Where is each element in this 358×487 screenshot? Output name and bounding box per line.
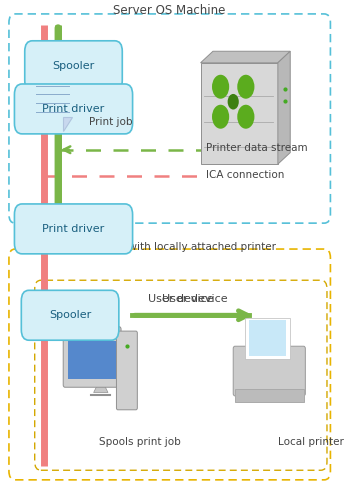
Text: User device with locally attached printer: User device with locally attached printe… bbox=[64, 242, 276, 252]
FancyBboxPatch shape bbox=[250, 320, 286, 356]
Text: ICA connection: ICA connection bbox=[206, 169, 284, 180]
Text: User device: User device bbox=[162, 294, 228, 304]
FancyBboxPatch shape bbox=[68, 341, 116, 379]
Circle shape bbox=[212, 75, 229, 99]
Polygon shape bbox=[94, 385, 108, 393]
Circle shape bbox=[237, 105, 255, 129]
Text: Print driver: Print driver bbox=[42, 224, 105, 234]
Text: Spooler: Spooler bbox=[49, 310, 91, 320]
FancyBboxPatch shape bbox=[63, 327, 121, 387]
Text: Print job: Print job bbox=[89, 117, 132, 127]
FancyBboxPatch shape bbox=[233, 346, 305, 396]
Text: User device: User device bbox=[148, 294, 214, 304]
Polygon shape bbox=[32, 68, 72, 131]
Text: Print driver: Print driver bbox=[42, 104, 105, 114]
FancyBboxPatch shape bbox=[14, 84, 132, 134]
Polygon shape bbox=[63, 117, 72, 131]
Text: Printer data stream: Printer data stream bbox=[206, 143, 308, 153]
FancyBboxPatch shape bbox=[116, 331, 137, 410]
Polygon shape bbox=[200, 51, 290, 63]
FancyBboxPatch shape bbox=[21, 290, 119, 340]
Polygon shape bbox=[278, 51, 290, 164]
Text: Spooler: Spooler bbox=[52, 61, 95, 71]
FancyBboxPatch shape bbox=[14, 204, 132, 254]
Circle shape bbox=[237, 75, 255, 99]
Text: Spools print job: Spools print job bbox=[99, 437, 181, 448]
Text: Local printer: Local printer bbox=[278, 437, 344, 448]
FancyBboxPatch shape bbox=[235, 390, 304, 402]
FancyBboxPatch shape bbox=[245, 318, 290, 359]
FancyBboxPatch shape bbox=[200, 63, 278, 164]
Text: Server OS Machine: Server OS Machine bbox=[113, 4, 226, 17]
FancyBboxPatch shape bbox=[25, 41, 122, 91]
Circle shape bbox=[228, 94, 239, 110]
Circle shape bbox=[212, 105, 229, 129]
